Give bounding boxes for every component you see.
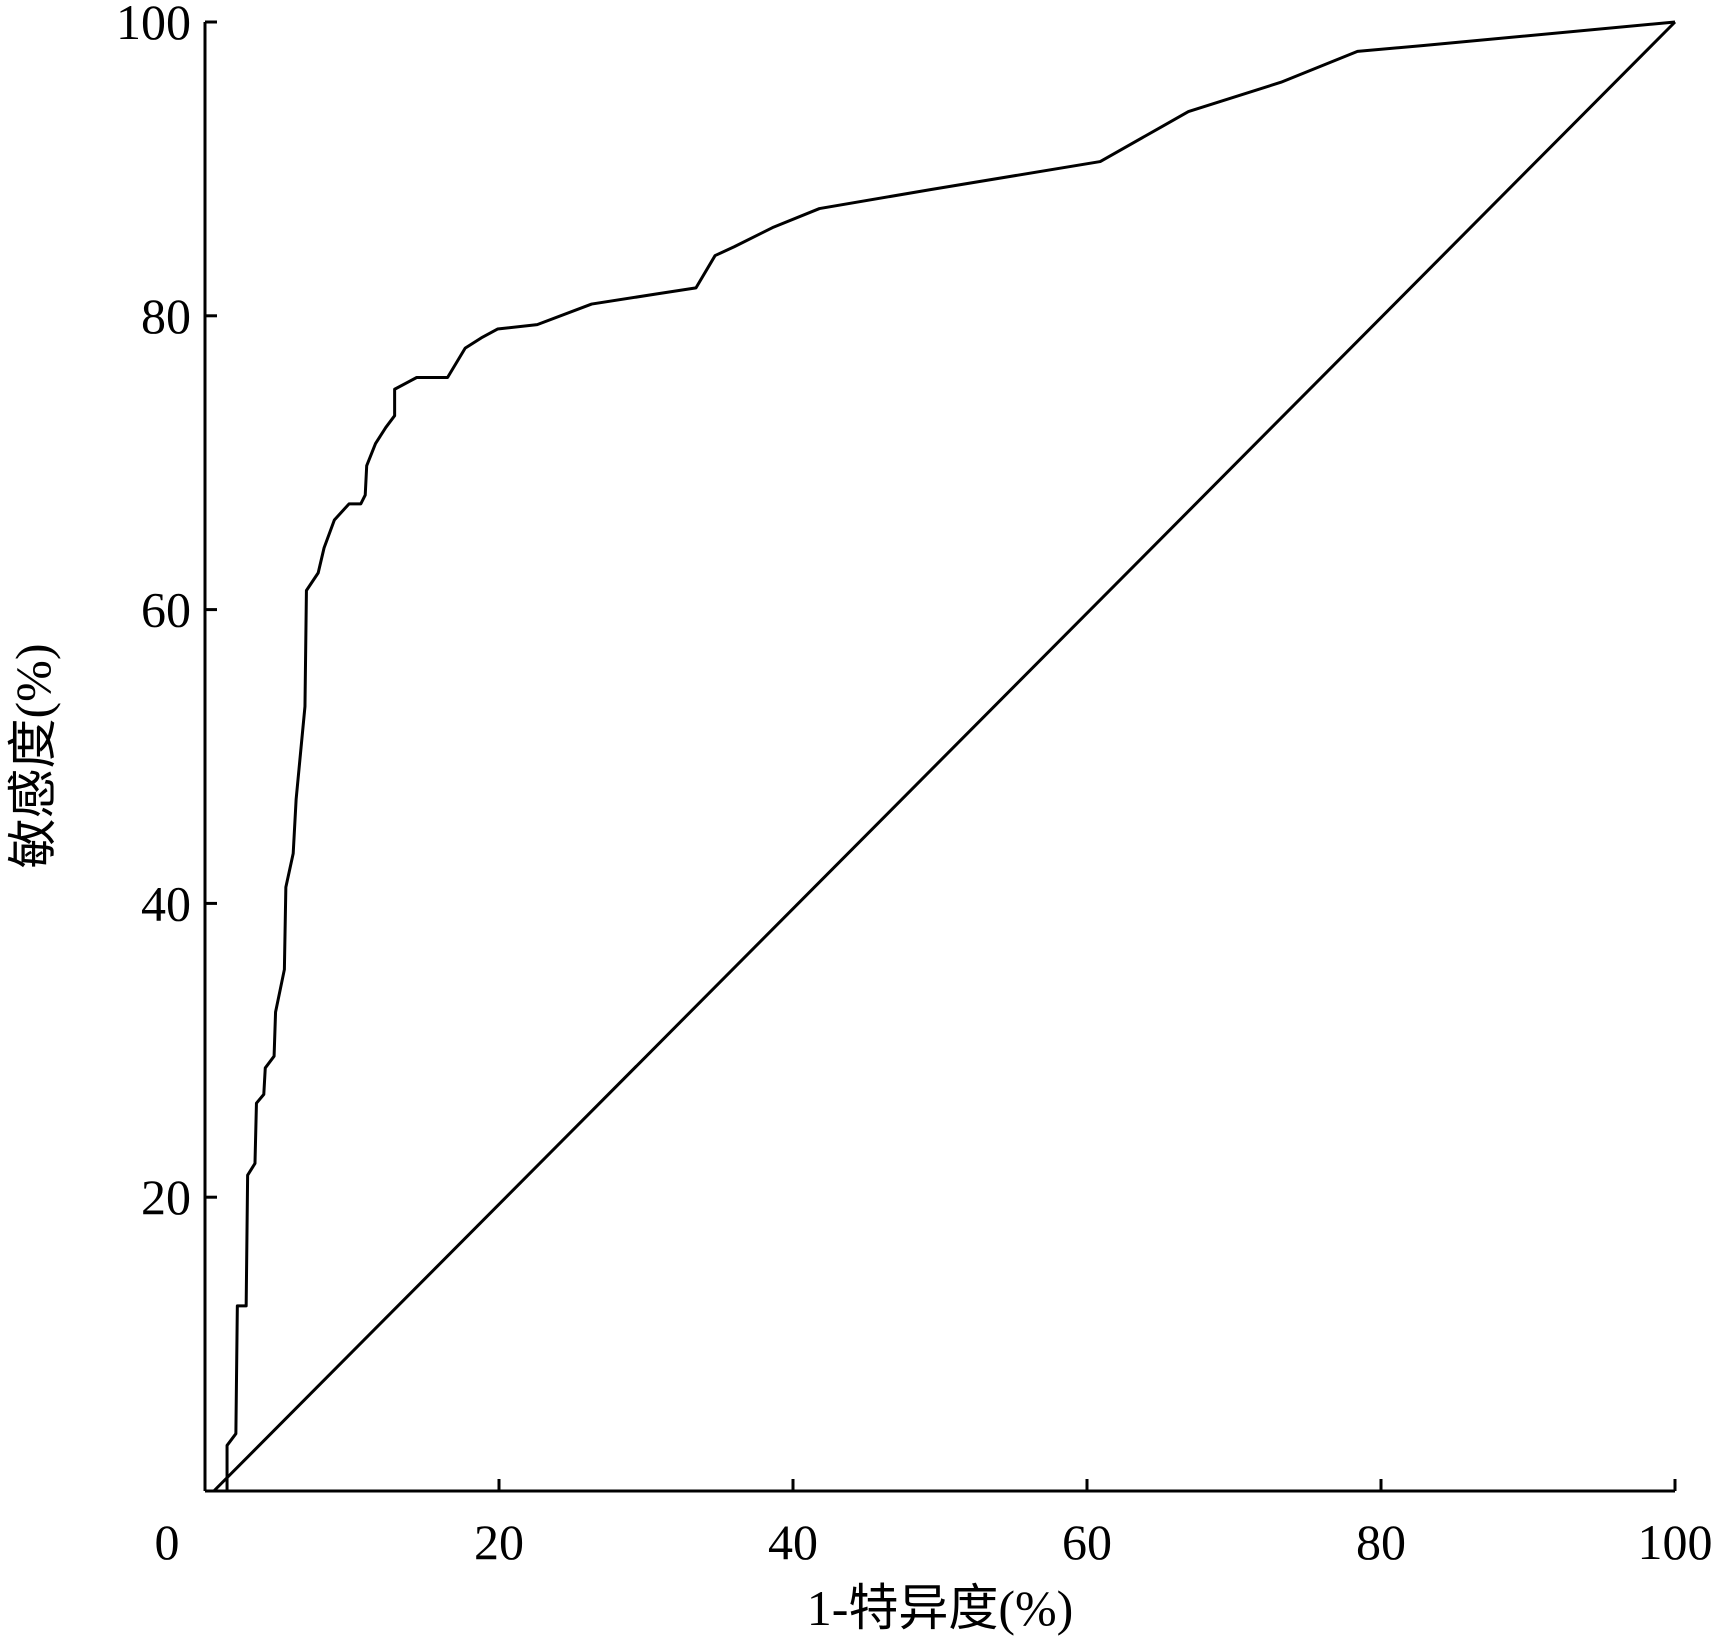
x-axis-label: 1-特异度(%) [807, 1580, 1074, 1636]
line [212, 20, 1677, 1493]
x-tick-label: 40 [768, 1514, 818, 1570]
x-tick-label: 80 [1356, 1514, 1406, 1570]
y-tick-label: 100 [116, 0, 191, 50]
x-tick-label: 60 [1062, 1514, 1112, 1570]
x-tick-label: 20 [474, 1514, 524, 1570]
x-tick-label: 100 [1638, 1514, 1713, 1570]
y-tick-label: 40 [141, 875, 191, 931]
y-axis-label: 敏感度(%) [5, 644, 61, 869]
line [205, 20, 1676, 1493]
y-tick-label: 60 [141, 582, 191, 638]
x-tick-label: 0 [155, 1514, 180, 1570]
y-tick-label: 80 [141, 288, 191, 344]
y-tick-label: 20 [141, 1169, 191, 1225]
